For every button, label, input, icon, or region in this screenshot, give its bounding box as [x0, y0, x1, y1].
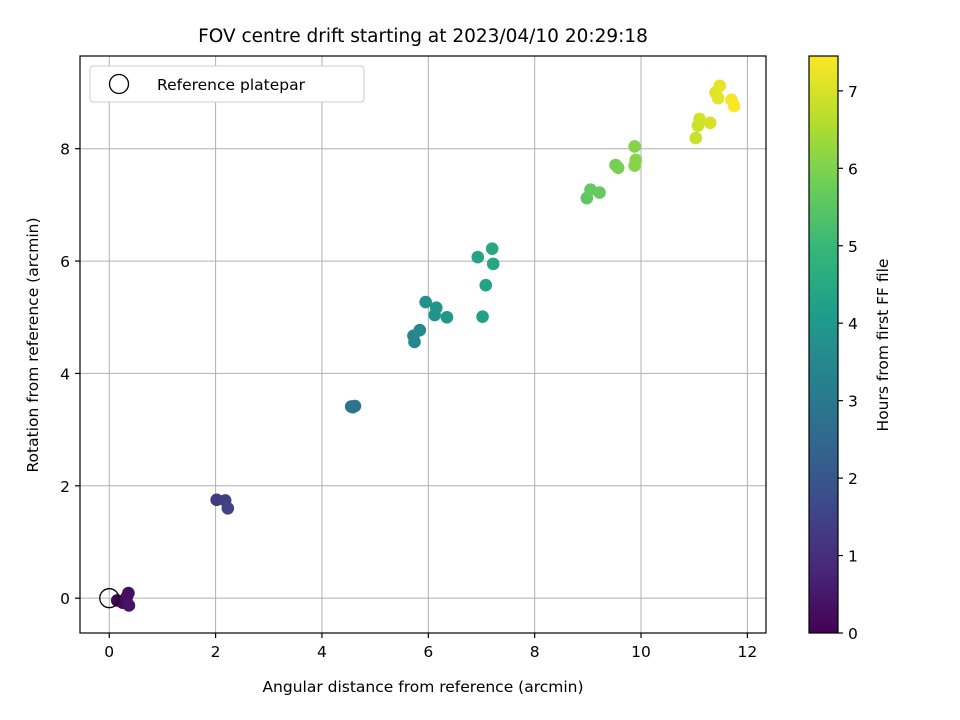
- x-tick-label: 6: [423, 643, 433, 661]
- y-tick-label: 2: [60, 478, 70, 496]
- y-axis-label: Rotation from reference (arcmin): [24, 217, 42, 472]
- data-point: [479, 278, 493, 292]
- data-point: [628, 159, 641, 172]
- data-point: [713, 79, 727, 93]
- y-tick-label: 0: [60, 590, 70, 608]
- axes: 0 2 4 6 8 10 12 0 2 4 6 8: [60, 55, 767, 661]
- legend: Reference platepar: [89, 65, 365, 103]
- legend-box: [89, 65, 365, 103]
- data-point: [693, 112, 706, 126]
- colorbar-gradient: [808, 55, 839, 634]
- grid: [80, 56, 766, 633]
- data-point: [429, 301, 443, 315]
- data-points: [99, 79, 741, 612]
- data-point: [703, 116, 717, 130]
- colorbar: 0 1 2 3 4 5 6 7 Hours from first FF file: [808, 55, 892, 643]
- colorbar-tick-label: 2: [848, 470, 858, 488]
- colorbar-tick-label: 3: [848, 393, 858, 411]
- x-tick-label: 12: [738, 643, 758, 661]
- data-point: [440, 310, 454, 324]
- legend-label-reference: Reference platepar: [157, 76, 306, 94]
- data-point: [419, 295, 432, 309]
- y-tick-label: 8: [60, 141, 70, 159]
- data-point: [221, 501, 235, 515]
- x-tick-label: 4: [317, 643, 327, 661]
- data-point: [593, 186, 606, 199]
- colorbar-label: Hours from first FF file: [874, 259, 892, 432]
- data-point: [346, 400, 360, 414]
- data-point: [727, 99, 741, 113]
- data-point: [122, 599, 136, 612]
- y-tick-label: 4: [60, 365, 70, 383]
- data-point: [611, 161, 625, 175]
- data-point: [413, 323, 427, 337]
- legend-marker-reference: [108, 73, 130, 95]
- colorbar-tick-label: 6: [848, 160, 858, 178]
- colorbar-tick-label: 5: [848, 238, 858, 256]
- x-tick-label: 10: [631, 643, 651, 661]
- colorbar-tick-label: 7: [848, 83, 858, 101]
- data-point: [689, 131, 703, 145]
- colorbar-tick-label: 1: [848, 548, 858, 566]
- plot-frame: [79, 55, 767, 634]
- data-point: [471, 250, 485, 264]
- data-point: [711, 91, 725, 105]
- x-axis-label: Angular distance from reference (arcmin): [262, 678, 583, 696]
- data-point: [485, 242, 499, 256]
- data-point: [628, 140, 641, 153]
- reference-marker: [99, 588, 120, 609]
- colorbar-tick-label: 0: [848, 625, 858, 643]
- data-point: [486, 257, 500, 271]
- x-tick-label: 0: [104, 643, 114, 661]
- data-point: [122, 586, 135, 600]
- data-point: [476, 310, 489, 323]
- x-tick-label: 2: [211, 643, 221, 661]
- colorbar-tick-label: 4: [848, 315, 858, 333]
- data-point: [408, 335, 421, 349]
- y-tick-label: 6: [60, 253, 70, 271]
- chart-title: FOV centre drift starting at 2023/04/10 …: [198, 26, 648, 47]
- x-tick-label: 8: [530, 643, 540, 661]
